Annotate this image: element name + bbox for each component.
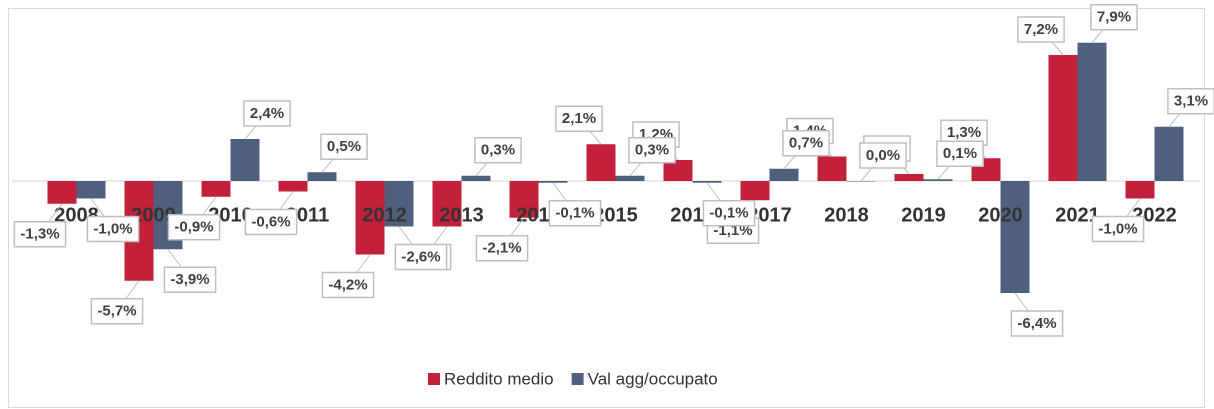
bar (1048, 55, 1078, 181)
bar (769, 168, 799, 181)
data-label: -1,3% (20, 226, 59, 243)
bar (538, 181, 568, 183)
label-box (1017, 16, 1065, 43)
label-box (321, 271, 375, 299)
data-label: -4,2% (328, 276, 367, 293)
bar (1154, 126, 1184, 181)
legend: Reddito medio Val agg/occupato (428, 369, 718, 388)
x-tick-label: 2013 (439, 204, 484, 226)
data-label: 2,4% (250, 105, 284, 122)
bar (355, 181, 385, 255)
bar (1077, 42, 1107, 181)
data-label: -1,0% (1098, 220, 1137, 237)
data-label: 3,1% (1174, 93, 1208, 110)
bar (692, 181, 722, 183)
bar (663, 160, 693, 181)
data-label: 0,5% (327, 138, 361, 155)
bar (740, 181, 770, 201)
x-tick-label: 2009 (131, 204, 176, 226)
data-label: 0,7% (789, 135, 823, 152)
legend-label: Val agg/occupato (588, 369, 718, 388)
data-label: 0,1% (943, 145, 977, 162)
legend-label: Reddito medio (444, 369, 554, 388)
label-box (859, 142, 907, 169)
label-box (474, 137, 522, 164)
bar (307, 172, 337, 181)
x-tick-label: 2019 (901, 204, 946, 226)
legend-swatch (428, 373, 440, 385)
bar (461, 175, 491, 181)
bar (47, 181, 77, 204)
x-tick-label: 2018 (824, 204, 869, 226)
data-label: 1,3% (947, 124, 981, 141)
label-box (475, 235, 529, 262)
data-label: -0,6% (251, 213, 290, 230)
bar (846, 181, 876, 182)
label-box (1010, 310, 1064, 337)
data-label: -0,1% (555, 205, 594, 222)
legend-swatch (571, 373, 584, 385)
bar (509, 181, 539, 218)
data-label: -5,7% (97, 303, 136, 320)
bar (1000, 181, 1030, 293)
data-label: -0,1% (709, 205, 748, 222)
label-box (13, 221, 67, 248)
label-box (702, 200, 756, 227)
bar (278, 181, 308, 192)
bar (817, 156, 847, 181)
bar (894, 174, 924, 181)
label-box (243, 100, 291, 127)
bar (230, 139, 260, 181)
label-box (90, 298, 144, 325)
x-tick-label: 2021 (1055, 204, 1100, 226)
data-label: 0,0% (866, 147, 900, 164)
label-box (163, 266, 217, 293)
data-label: -3,9% (170, 271, 209, 288)
data-label: 7,2% (1024, 21, 1058, 38)
data-label: -2,6% (401, 248, 440, 265)
label-box (628, 137, 676, 164)
x-tick-label: 2020 (978, 204, 1023, 226)
bar (1125, 181, 1155, 199)
label-box (782, 130, 830, 157)
label-box (320, 133, 368, 160)
data-label: 0,3% (481, 142, 515, 159)
label-box (936, 140, 984, 167)
bar (586, 144, 616, 181)
label-box (555, 105, 603, 132)
data-label: -6,4% (1017, 315, 1056, 332)
bar (615, 175, 645, 181)
label-box (244, 208, 298, 236)
bar (923, 179, 953, 181)
bar (432, 181, 462, 227)
data-label: 0,3% (635, 142, 669, 159)
x-tick-label: 2015 (593, 204, 638, 226)
label-box (1167, 88, 1214, 115)
x-tick-label: 2012 (362, 204, 407, 226)
data-label: -0,9% (174, 219, 213, 236)
data-label: 7,9% (1097, 9, 1131, 26)
label-box (1091, 215, 1145, 243)
label-box (394, 243, 448, 271)
bar (76, 181, 106, 199)
label-box (548, 200, 602, 227)
label-box (167, 214, 221, 241)
bar (201, 181, 231, 197)
label-box (1090, 4, 1138, 31)
label-box (86, 215, 140, 243)
bar (384, 181, 414, 227)
data-label: -2,1% (482, 240, 521, 257)
data-label: 2,1% (562, 110, 596, 127)
data-label: -1,0% (93, 220, 132, 237)
